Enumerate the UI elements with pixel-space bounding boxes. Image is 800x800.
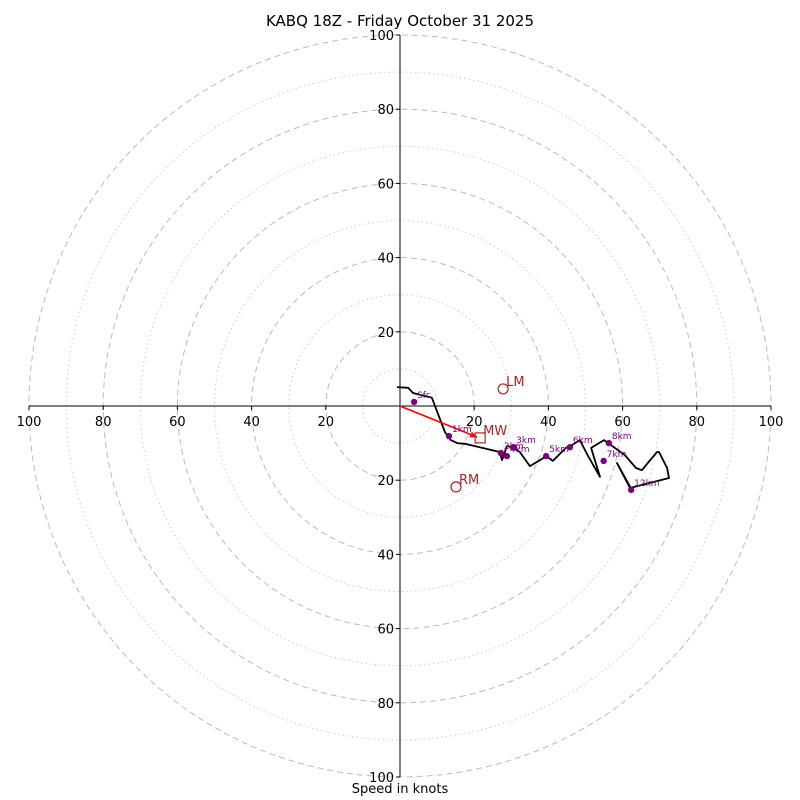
y-tick-label: 80 [377, 103, 394, 118]
hodograph-trace [396, 386, 670, 493]
height-marker-label: 12km [634, 479, 659, 489]
y-tick-label: 60 [377, 623, 394, 638]
y-tick-label: 100 [369, 29, 394, 44]
y-tick-label: 40 [377, 548, 394, 563]
storm-motion-rm-label: RM [459, 473, 479, 488]
y-tick-label: 20 [377, 474, 394, 489]
height-marker [445, 432, 453, 440]
height-marker [410, 398, 418, 406]
x-tick-label: 80 [95, 415, 112, 430]
y-tick-label: 100 [369, 771, 394, 786]
y-tick-label: 20 [377, 326, 394, 341]
storm-motion-mw-marker [474, 432, 486, 444]
height-marker [600, 457, 607, 465]
storm-motion-lm-marker [497, 383, 509, 395]
chart-title: KABQ 18Z - Friday October 31 2025 [265, 12, 535, 30]
storm-motion-lm-label: LM [506, 375, 524, 390]
x-tick-label: 100 [759, 415, 784, 430]
y-tick-label: 40 [377, 252, 394, 267]
height-marker [605, 439, 613, 447]
height-marker-label: 4km [510, 445, 530, 455]
height-marker [497, 449, 505, 457]
height-marker-label: 5km [549, 445, 569, 455]
storm-motion-mw-label: MW [483, 424, 507, 439]
x-tick-label: 20 [466, 415, 483, 430]
x-tick-label: 80 [689, 415, 706, 430]
y-tick-label: 80 [377, 697, 394, 712]
height-marker [509, 443, 517, 451]
x-tick-label: 40 [243, 415, 260, 430]
height-marker-label: Sfc [417, 391, 431, 401]
height-marker-label: 8km [612, 432, 632, 442]
x-tick-label: 40 [540, 415, 557, 430]
height-marker-label: 3km [516, 436, 536, 446]
height-marker [542, 452, 550, 460]
x-tick-label: 20 [318, 415, 335, 430]
y-tick-label: 60 [377, 177, 394, 192]
height-marker [566, 443, 574, 451]
storm-motion-rm-marker [450, 481, 462, 493]
height-marker [503, 452, 511, 460]
height-marker-label: 7km [607, 450, 627, 460]
height-marker-label: 1km [452, 425, 472, 435]
height-marker [627, 486, 635, 494]
x-tick-label: 100 [17, 415, 42, 430]
x-axis-label: Speed in knots [351, 782, 449, 797]
height-marker-label: 6km [573, 436, 593, 446]
x-tick-label: 60 [169, 415, 186, 430]
mean-wind-vector [399, 405, 478, 438]
x-tick-label: 60 [614, 415, 631, 430]
